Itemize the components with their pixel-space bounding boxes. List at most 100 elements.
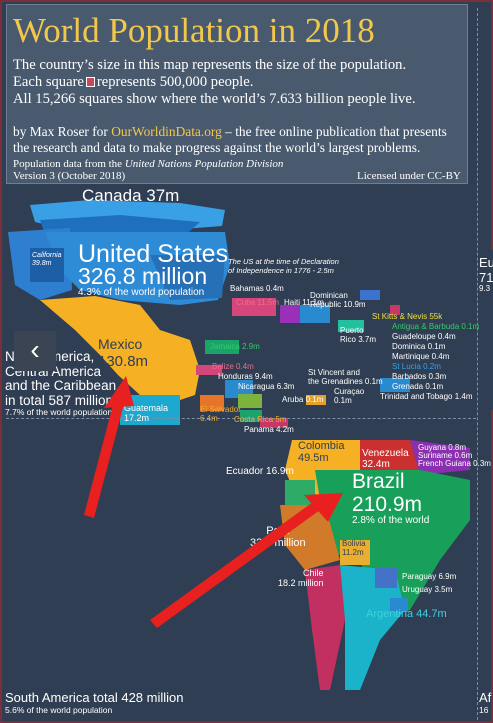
mexico-region <box>40 296 200 405</box>
arrow-mexico-head <box>104 376 134 408</box>
arrow-brazil <box>150 493 343 628</box>
label-belize: Belize 0.4m <box>212 362 254 371</box>
byline-tail: – the free online publication that prese… <box>225 124 447 139</box>
label-costarica: Costa Rica 5m <box>234 415 287 424</box>
label-chile: Chile 18.2 million <box>278 568 324 588</box>
argentina-region <box>340 565 405 690</box>
label-california: California 39.8m <box>32 252 62 267</box>
label-frguiana: French Guiana 0.3m <box>418 459 491 468</box>
arrow-mexico <box>84 376 134 518</box>
usa-region-dark <box>150 255 225 300</box>
label-dominican: Dominican Republic 10.9m <box>310 291 366 309</box>
label-sa-share: 5.6% of the world population <box>5 705 113 715</box>
label-trinidad: Trinidad and Tobago 1.4m <box>380 392 473 401</box>
label-canada: Canada 37m <box>82 186 180 205</box>
belize-region <box>196 365 222 375</box>
bolivia-region <box>340 540 370 565</box>
chile-region <box>305 565 345 690</box>
label-europe-partial: Eu <box>479 255 493 270</box>
back-button[interactable]: ‹ <box>14 331 56 371</box>
elsalvador-region <box>200 395 224 411</box>
honduras-region <box>225 380 253 398</box>
label-elsalvador: El Salvador 6.4m <box>200 405 241 423</box>
byline-line-2: the research and data to make progress a… <box>13 140 421 155</box>
dominican-region <box>300 305 330 323</box>
label-guatemala: Guatemala 17.2m <box>124 403 169 423</box>
label-bolivia: Bolivia 11.2m <box>342 539 366 557</box>
label-honduras: Honduras 9.4m <box>218 372 273 381</box>
label-us-pop: 326.8 million <box>78 263 208 289</box>
brazil-region <box>315 470 470 620</box>
europe-partial-region <box>478 250 493 410</box>
label-dominica: Dominica 0.1m <box>392 342 446 351</box>
label-nicaragua: Nicaragua 6.3m <box>238 382 295 391</box>
label-brazil-name: Brazil <box>352 470 405 493</box>
version-note: Version 3 (October 2018) <box>13 170 126 182</box>
label-argentina: Argentina 44.7m <box>366 608 447 620</box>
puerto-region <box>338 320 364 332</box>
label-panama: Panama 4.2m <box>244 425 294 434</box>
paraguay-region <box>375 568 397 588</box>
label-martinique: Martinique 0.4m <box>392 352 450 361</box>
source-note-a: Population data from the <box>13 158 123 170</box>
venezuela-region <box>360 440 420 478</box>
label-jamaica: Jamaica 2.9m <box>210 342 260 351</box>
source-note-b: United Nations Population Division <box>124 158 284 170</box>
label-mexico-pop: 130.8m <box>98 353 149 370</box>
label-europe-num: 71 <box>479 270 493 285</box>
arrow-brazil-head <box>304 493 343 522</box>
label-cuba: Cuba 11.5m <box>236 298 279 307</box>
label-brazil-pop: 210.9m <box>352 493 423 516</box>
label-grenada: Grenada 0.1m <box>392 382 444 391</box>
label-antigua: Antigua & Barbuda 0.1m <box>392 322 480 331</box>
arrow-mexico-shaft <box>84 401 124 518</box>
label-stlucia: St Lucia 0.2m <box>392 362 441 371</box>
label-europe-pct: 9.3 <box>479 284 491 293</box>
byline: by Max Roser for OurWorldinData.org – th… <box>13 123 447 140</box>
region-divider-horizontal <box>6 418 476 419</box>
panama-region <box>260 418 288 428</box>
label-us-share: 4.3% of the world population <box>78 287 205 298</box>
description-line-1: The country’s size in this map represent… <box>13 57 407 73</box>
owid-link[interactable]: OurWorldinData.org <box>111 124 222 139</box>
jamaica-region <box>205 340 239 354</box>
label-barbados: Barbados 0.3m <box>392 372 447 381</box>
uruguay-region <box>390 598 408 612</box>
costarica-region <box>240 410 262 422</box>
nicaragua-region <box>238 394 262 408</box>
source-note: Population data from the United Nations … <box>13 158 283 170</box>
label-curacao: Curaçao 0.1m <box>334 387 365 405</box>
label-mexico-name: Mexico <box>98 336 143 352</box>
label-bahamas: Bahamas 0.4m <box>230 284 284 293</box>
label-uruguay: Uruguay 3.5m <box>402 585 453 594</box>
label-aruba: Aruba 0.1m <box>282 395 324 404</box>
label-brazil-share: 2.8% of the world <box>352 515 430 526</box>
label-guadeloupe: Guadeloupe 0.4m <box>392 332 456 341</box>
small-islands-region <box>360 290 380 300</box>
license-note: Licensed under CC-BY <box>357 170 461 182</box>
label-colombia: Colombia 49.5m <box>298 440 345 464</box>
label-sa-title: South America total 428 million <box>5 690 184 705</box>
region-divider-vertical <box>477 8 478 720</box>
label-stkitts: St Kitts & Nevis 55k <box>372 312 443 321</box>
label-suriname: Suriname 0.6m <box>418 451 473 460</box>
page-title: World Population in 2018 <box>13 11 375 50</box>
california-region <box>30 248 64 282</box>
label-us-name: United States <box>78 240 229 268</box>
guyana-region <box>410 440 470 475</box>
header-panel: World Population in 2018 The country’s s… <box>6 4 468 184</box>
square-legend-icon <box>85 77 95 87</box>
small-islands-region-b <box>390 305 400 315</box>
haiti-region <box>280 305 300 323</box>
description-line-2-a: Each square <box>13 74 84 90</box>
aruba-region <box>306 395 326 405</box>
arrow-brazil-shaft <box>150 502 320 628</box>
label-us-note: The US at the time of Declaration of Ind… <box>228 257 339 275</box>
cuba-region <box>232 298 276 316</box>
chevron-left-icon: ‹ <box>30 334 40 365</box>
description-line-2-b: represents 500,000 people. <box>96 74 254 90</box>
label-stvincent: St Vincent and the Grenadines 0.1m <box>308 368 383 386</box>
label-guyana: Guyana 0.8m <box>418 443 467 452</box>
label-africa-partial: Af <box>479 690 492 705</box>
